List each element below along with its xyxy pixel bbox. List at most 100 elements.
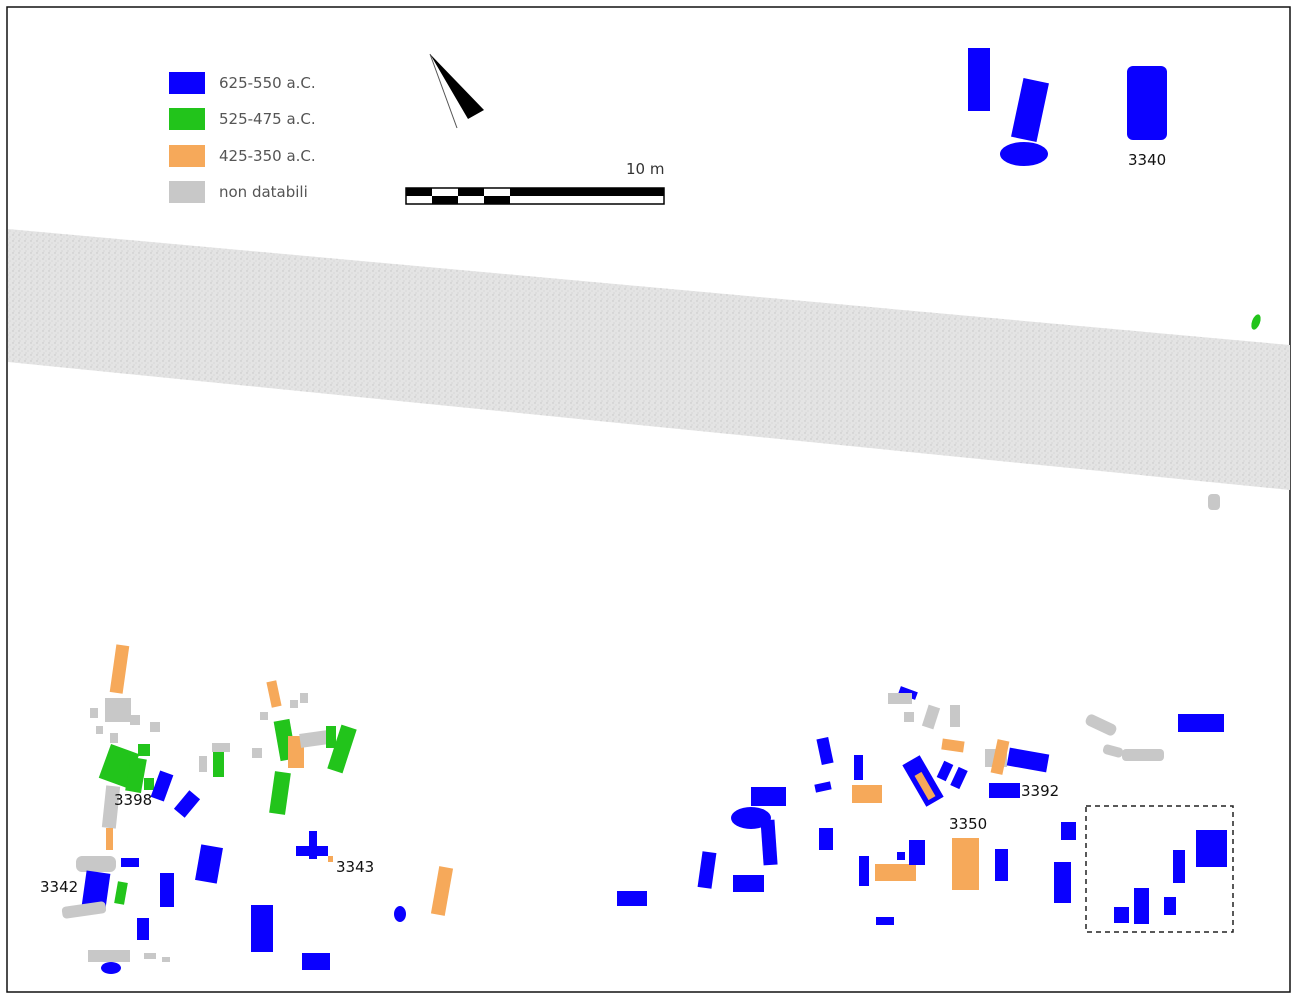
burial-green xyxy=(144,778,154,790)
legend-item: 425-350 a.C. xyxy=(169,145,369,167)
burial-green xyxy=(1251,314,1261,330)
burial-blue xyxy=(1196,830,1227,867)
burial-blue xyxy=(101,962,121,974)
north-arrow-icon xyxy=(429,53,484,129)
burial-blue xyxy=(1114,907,1129,923)
burial-blue xyxy=(173,790,201,818)
burial-green xyxy=(326,726,336,748)
legend-label: 425-350 a.C. xyxy=(219,147,316,165)
legend-item: non databili xyxy=(169,181,369,203)
burial-gray xyxy=(299,730,329,748)
burial-gray xyxy=(1208,494,1220,510)
burial-blue xyxy=(1164,897,1176,915)
legend-label: 525-475 a.C. xyxy=(219,110,316,128)
burial-blue-3340 xyxy=(1127,66,1167,140)
burial-blue xyxy=(751,787,786,806)
burial-gray xyxy=(300,693,308,703)
burial-gray xyxy=(252,748,262,758)
burial-gray xyxy=(1085,714,1117,736)
burial-blue xyxy=(936,760,954,782)
burial-blue xyxy=(394,906,406,922)
burial-orange xyxy=(266,680,282,708)
burial-gray xyxy=(76,856,116,872)
burial-gray xyxy=(1102,744,1124,758)
burial-gray xyxy=(90,708,98,718)
burial-gray xyxy=(1122,749,1164,761)
burial-blue xyxy=(1178,714,1224,732)
burial-blue xyxy=(150,770,174,802)
burial-blue xyxy=(950,766,968,790)
label-3350: 3350 xyxy=(949,815,988,833)
burial-orange xyxy=(288,736,304,768)
burial-gray xyxy=(212,743,230,752)
burial-orange xyxy=(914,771,936,801)
burial-green xyxy=(269,771,291,815)
burial-blue xyxy=(876,917,894,925)
burial-blue xyxy=(733,875,764,892)
burial-blue xyxy=(859,856,869,886)
legend-item: 625-550 a.C. xyxy=(169,72,369,94)
burial-blue xyxy=(251,905,273,952)
burial-green xyxy=(327,724,357,774)
burial-blue xyxy=(1011,77,1049,143)
burial-blue xyxy=(137,918,149,940)
burial-orange xyxy=(106,828,113,850)
burial-gray xyxy=(904,712,914,722)
burial-gray xyxy=(105,698,131,722)
burial-green xyxy=(138,744,150,756)
burial-blue xyxy=(760,819,778,866)
burial-orange xyxy=(109,644,130,694)
burial-gray xyxy=(144,953,156,959)
label-3340: 3340 xyxy=(1128,151,1167,169)
burial-orange xyxy=(328,856,333,862)
burial-blue xyxy=(814,781,832,793)
burial-blue xyxy=(995,849,1008,881)
legend-label: non databili xyxy=(219,183,308,201)
burial-orange xyxy=(852,785,882,803)
burial-blue xyxy=(121,858,139,867)
burial-gray xyxy=(290,700,298,708)
burial-gray xyxy=(130,715,140,725)
burial-blue xyxy=(1000,142,1048,166)
burial-gray xyxy=(199,756,207,772)
burial-orange xyxy=(941,738,965,753)
label-3343: 3343 xyxy=(336,858,375,876)
legend-swatch xyxy=(169,108,205,130)
label-3398: 3398 xyxy=(114,791,153,809)
road-band xyxy=(8,229,1290,490)
burial-blue xyxy=(1006,747,1050,773)
burial-blue-3343 xyxy=(309,831,317,859)
burial-gray xyxy=(888,693,912,704)
burial-blue xyxy=(1061,822,1076,840)
legend-swatch xyxy=(169,181,205,203)
burial-blue xyxy=(302,953,330,970)
burial-blue xyxy=(909,840,925,865)
burial-blue xyxy=(816,737,834,765)
burial-gray xyxy=(162,957,170,962)
burial-gray xyxy=(101,785,121,829)
burial-blue xyxy=(160,873,174,907)
burial-blue xyxy=(819,828,833,850)
burial-blue xyxy=(1134,888,1149,924)
burial-green xyxy=(114,881,128,905)
burial-green xyxy=(125,756,147,794)
burial-blue xyxy=(854,755,863,780)
label-3392: 3392 xyxy=(1021,782,1060,800)
burial-blue xyxy=(617,891,647,906)
burial-gray xyxy=(88,950,130,962)
burial-orange xyxy=(430,866,454,916)
scale-label: 10 m xyxy=(626,160,665,178)
burial-blue xyxy=(897,852,905,860)
burial-blue xyxy=(968,48,990,111)
scale-bar xyxy=(405,187,665,205)
highlight-box xyxy=(1085,805,1234,933)
burial-orange xyxy=(875,864,916,881)
burial-blue-3342 xyxy=(81,870,111,910)
burial-blue-3392 xyxy=(989,783,1020,798)
burial-gray xyxy=(110,733,118,743)
legend-swatch xyxy=(169,145,205,167)
burial-gray xyxy=(260,712,268,720)
burial-green xyxy=(213,752,224,777)
label-3342: 3342 xyxy=(40,878,79,896)
